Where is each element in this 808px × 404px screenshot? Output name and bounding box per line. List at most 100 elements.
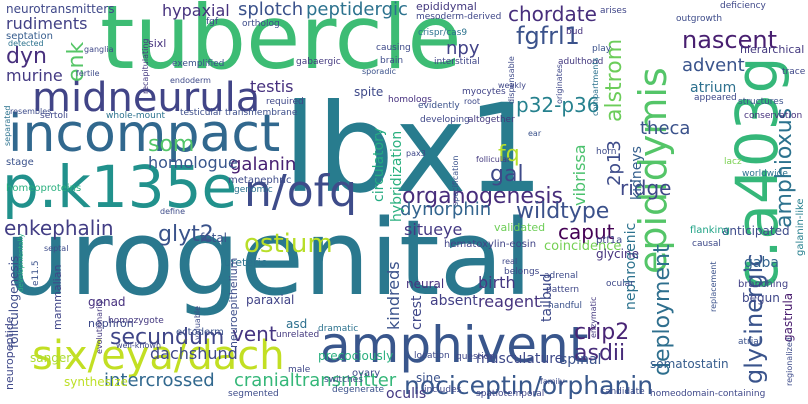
- word-homeoproteins: homeoproteins: [6, 183, 82, 194]
- word-gonad: gonad: [88, 295, 126, 309]
- word-valuable: valuable: [193, 305, 202, 340]
- word-dyn: dyn: [6, 44, 47, 69]
- word-rudiments: rudiments: [6, 14, 88, 33]
- word-kidneys: kidneys: [629, 146, 645, 200]
- word-adrenal: adrenal: [544, 271, 578, 281]
- word-homozygote: homozygote: [108, 316, 164, 326]
- word-male: male: [288, 365, 311, 375]
- word-septal: septal: [44, 244, 69, 253]
- word-absent: absent: [430, 293, 478, 309]
- word-hypaxial: hypaxial: [162, 1, 230, 20]
- word-separated: separated: [3, 105, 12, 146]
- word-cranialtransmitter: cranialtransmitter: [234, 370, 397, 391]
- word-real: real: [502, 257, 518, 266]
- word-splotch: splotch: [238, 0, 304, 20]
- word-validated: validated: [494, 221, 546, 234]
- word-causal: causal: [692, 239, 721, 249]
- word-enkephalin: enkephalin: [4, 216, 114, 240]
- word-switches: switches: [324, 375, 363, 385]
- word-segmented: segmented: [228, 389, 279, 399]
- word-candidate: candidate: [600, 387, 645, 397]
- word-specification: specification: [451, 155, 460, 206]
- word-galanin: galanin: [230, 154, 297, 175]
- word-conservation: conservation: [744, 111, 803, 121]
- word-evolutionarily: evolutionarily: [95, 299, 104, 354]
- word-advent: advent: [682, 55, 745, 76]
- word-ganglia: ganglia: [84, 45, 114, 54]
- word-replacement: replacement: [709, 261, 718, 312]
- word-nephron: nephron: [88, 317, 134, 330]
- word-oculis: oculis: [386, 386, 427, 402]
- word-p-k135e: p.k135e: [2, 153, 238, 221]
- word-exemplified: exemplified: [172, 59, 225, 69]
- word-gastrula: gastrula: [781, 292, 795, 342]
- word-asdii: asdii: [574, 341, 626, 366]
- word-paraxial: paraxial: [246, 293, 295, 307]
- word-follicular: follicular: [476, 155, 511, 164]
- word-location: location: [414, 351, 450, 361]
- word-resembles: resembles: [10, 107, 52, 116]
- word-gaba: gaba: [744, 255, 779, 271]
- word-incompact: incompact: [8, 104, 281, 164]
- word-spite: spite: [354, 85, 384, 99]
- word-sixl: sixl: [148, 37, 167, 50]
- word-adulthood: adulthood: [558, 57, 604, 67]
- word-chordate: chordate: [508, 2, 597, 26]
- word-fetal: fetal: [200, 231, 227, 245]
- word-play: play: [592, 44, 612, 54]
- word-family: family: [540, 377, 565, 386]
- word-e11-5: e11.5: [31, 260, 41, 286]
- word-ectoderm: ectoderm: [176, 327, 224, 338]
- word-homologue: homologue: [148, 153, 238, 172]
- word-peptidergic: peptidergic: [306, 0, 408, 20]
- word-mesoderm-derived: mesoderm-derived: [416, 12, 502, 22]
- word-genomic: genomic: [234, 185, 273, 195]
- word-nascent: nascent: [682, 26, 778, 54]
- word-atrial: atrial: [738, 337, 762, 347]
- word-hematoxylin-eosin: hematoxylin-eosin: [444, 239, 537, 250]
- word-testicular-transmembrane: testicular transmembrane: [180, 108, 298, 118]
- word-causing: causing: [376, 43, 411, 53]
- word-developmentally: developmentally: [17, 233, 25, 293]
- word-nephrogenic: nephrogenic: [623, 222, 639, 310]
- word-well-known: well-known: [116, 341, 162, 350]
- word-amphioxus: amphioxus: [772, 107, 797, 228]
- word-tubercle: tubercle: [100, 0, 462, 89]
- word-synthesize: synthesize: [64, 375, 128, 389]
- word-includes: includes: [424, 385, 462, 395]
- word-spinal: spinal: [560, 352, 602, 368]
- word-precociously: precociously: [318, 349, 394, 363]
- word-root: root: [464, 97, 481, 106]
- word-compartments: compartments: [591, 57, 600, 116]
- word-som: som: [148, 132, 195, 157]
- word-neuropeptide: neuropeptide: [3, 316, 16, 390]
- word-septation: septation: [6, 31, 53, 42]
- word-sertoli: sertoli: [40, 111, 68, 121]
- word-galanin-like: galanin-like: [795, 198, 806, 256]
- word-question: question: [456, 352, 495, 362]
- word-ovary: ovary: [352, 368, 381, 379]
- word-intercrossed: intercrossed: [104, 370, 215, 391]
- word-outgrowth: outgrowth: [676, 14, 723, 24]
- word-trace: trace: [782, 67, 806, 77]
- word-crispr-cas9: crispr/cas9: [418, 28, 468, 38]
- word-begun: begun: [742, 291, 780, 305]
- word-enzymatic: enzymatic: [589, 296, 598, 338]
- word-myocytes: myocytes: [462, 87, 506, 97]
- word-neural: neural: [406, 277, 445, 291]
- word-originates: originates: [555, 64, 564, 104]
- word-sine: sine: [416, 371, 441, 385]
- word-crest: crest: [409, 295, 425, 330]
- word-theca: theca: [640, 118, 691, 139]
- word-dramatic: dramatic: [318, 324, 359, 334]
- word-flanking: flanking: [690, 225, 731, 236]
- word-organogenesis: organogenesis: [402, 184, 563, 209]
- word-bud: bud: [566, 27, 584, 37]
- word-metanephric: metanephric: [228, 175, 292, 186]
- word-asd: asd: [286, 317, 308, 331]
- word-horn: horn: [596, 147, 617, 157]
- word-structures: structures: [738, 97, 784, 107]
- word-define: define: [160, 207, 186, 216]
- word-urogenital: urogenital: [4, 197, 533, 319]
